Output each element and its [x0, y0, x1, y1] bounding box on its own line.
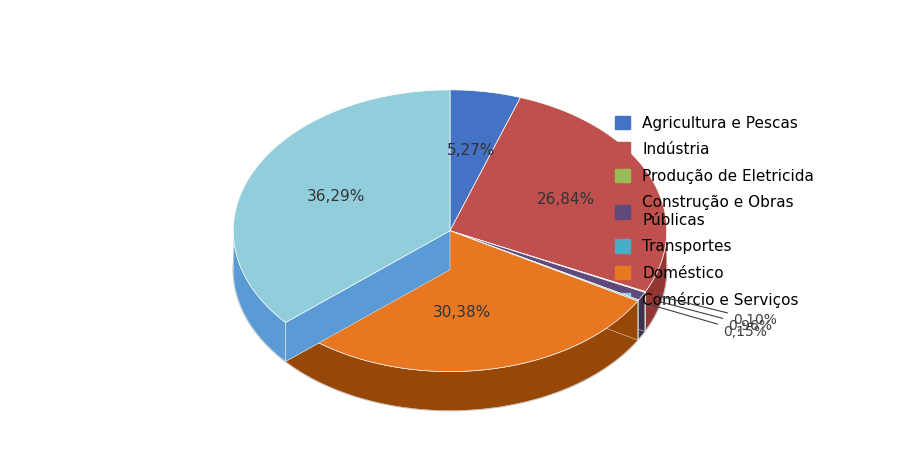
Polygon shape — [450, 231, 639, 339]
Polygon shape — [645, 231, 667, 330]
Text: 5,27%: 5,27% — [446, 143, 495, 158]
Polygon shape — [450, 231, 645, 330]
Polygon shape — [450, 231, 638, 340]
Polygon shape — [450, 231, 645, 292]
Polygon shape — [450, 231, 645, 330]
Polygon shape — [639, 292, 644, 339]
Polygon shape — [285, 231, 450, 362]
Polygon shape — [450, 231, 644, 331]
Legend: Agricultura e Pescas, Indústria, Produção de Eletricida, Construção e Obras
Públ: Agricultura e Pescas, Indústria, Produçã… — [610, 111, 819, 313]
Text: 0,10%: 0,10% — [658, 296, 777, 327]
Polygon shape — [638, 300, 639, 340]
Polygon shape — [285, 301, 638, 410]
Text: 0,96%: 0,96% — [654, 300, 772, 333]
Polygon shape — [233, 234, 285, 362]
Polygon shape — [450, 231, 644, 300]
Polygon shape — [285, 231, 638, 372]
Polygon shape — [450, 90, 520, 231]
Polygon shape — [233, 90, 450, 322]
Polygon shape — [450, 231, 639, 301]
Polygon shape — [285, 231, 450, 362]
Polygon shape — [450, 231, 644, 331]
Polygon shape — [450, 231, 639, 339]
Text: 26,84%: 26,84% — [537, 192, 595, 207]
Polygon shape — [450, 97, 667, 292]
Ellipse shape — [233, 129, 667, 410]
Polygon shape — [450, 231, 638, 340]
Text: 30,38%: 30,38% — [433, 305, 490, 320]
Text: 36,29%: 36,29% — [307, 189, 365, 204]
Text: 0,15%: 0,15% — [651, 305, 767, 339]
